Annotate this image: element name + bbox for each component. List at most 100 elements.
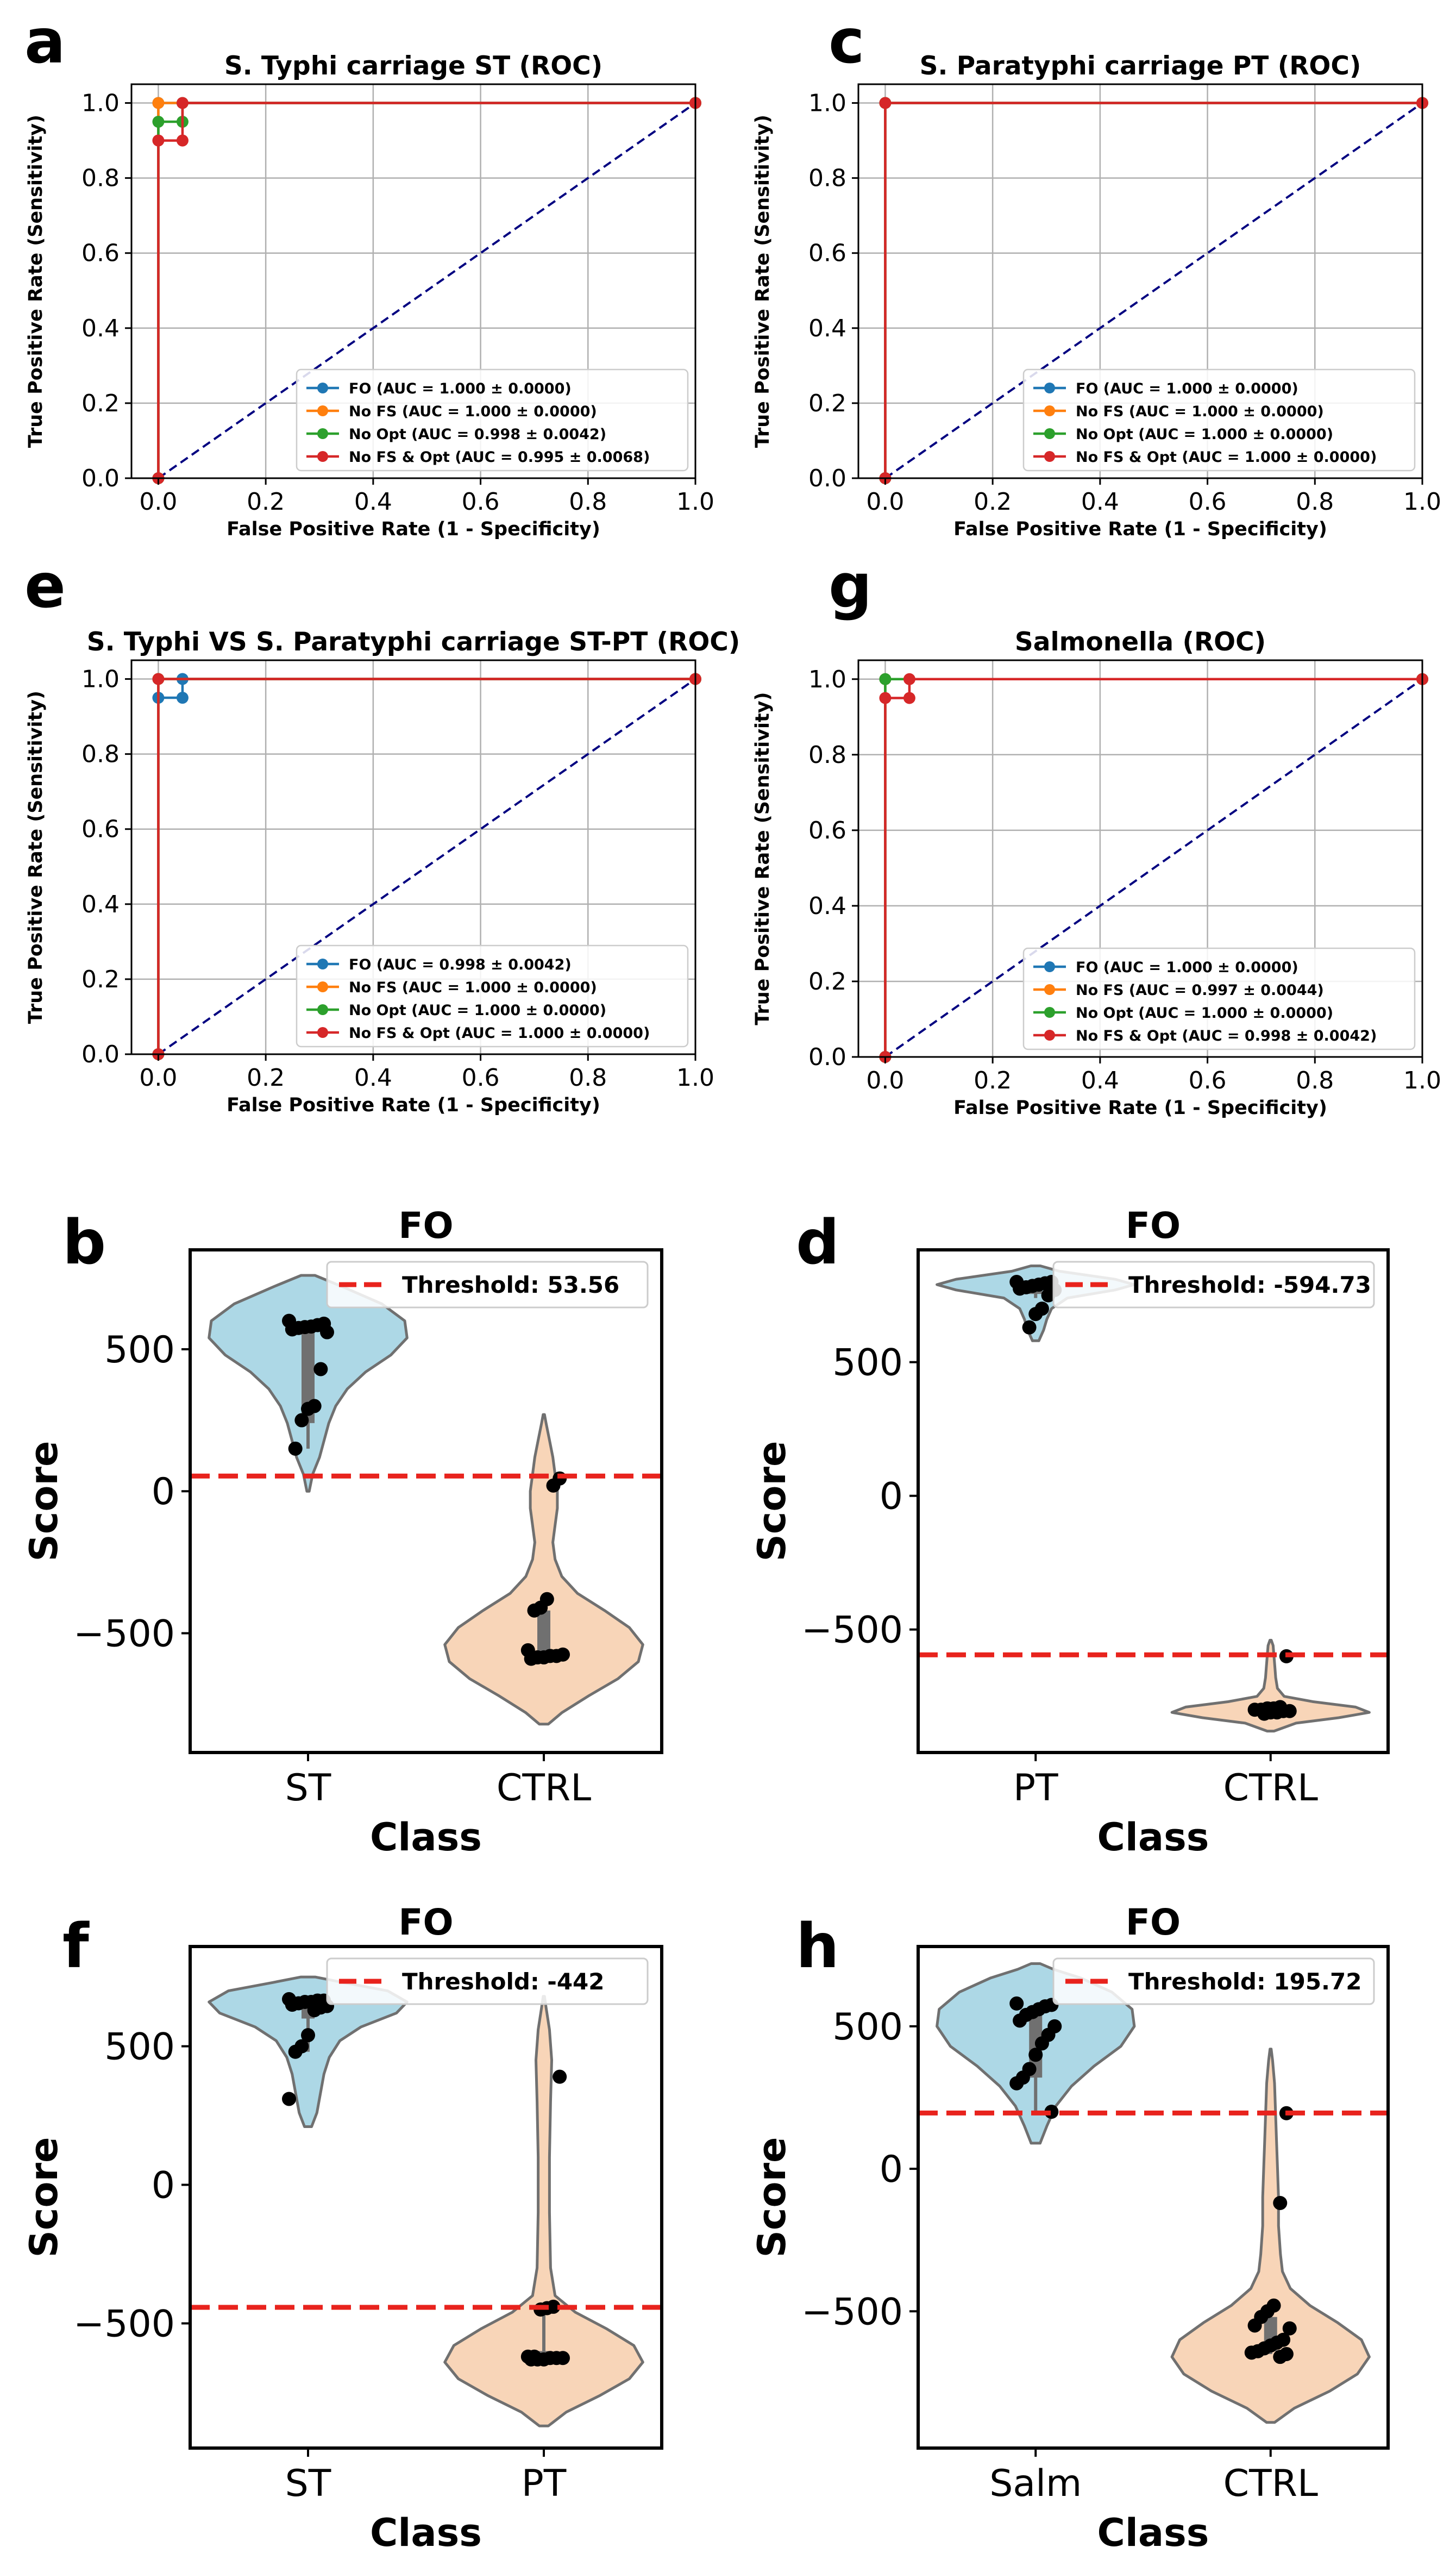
data-point: [524, 1651, 538, 1666]
legend: Threshold: -594.73: [1052, 1261, 1375, 1309]
data-point: [1028, 1307, 1043, 1322]
data-point: [1041, 1288, 1056, 1303]
y-tick-label: −500: [801, 2290, 903, 2333]
legend-entry: FO (AUC = 0.998 ± 0.0042): [349, 956, 572, 973]
axes-frame: [917, 1248, 1390, 1754]
violin-body: [1170, 2048, 1371, 2424]
chart-title: FO: [398, 1901, 453, 1943]
x-tick-label: CTRL: [1223, 2462, 1318, 2505]
legend-box: [1052, 1261, 1375, 1309]
x-tick-label: 0.6: [1189, 1067, 1227, 1094]
y-axis-label: Score: [22, 1441, 66, 1562]
data-point: [1013, 2013, 1027, 2028]
y-tick-label: −500: [73, 2303, 175, 2346]
panel-label: e: [24, 551, 66, 622]
legend-marker: [1044, 405, 1055, 416]
x-axis-label: Class: [370, 1815, 482, 1860]
y-tick-label: 0.6: [81, 816, 120, 843]
x-tick-label: 0.6: [1189, 488, 1227, 516]
chart-title: FO: [398, 1205, 453, 1247]
x-tick-label: 0.8: [569, 1064, 607, 1092]
x-tick-label: 1.0: [676, 488, 714, 516]
y-tick-label: 0.8: [81, 741, 120, 768]
legend-entry: No FS (AUC = 1.000 ± 0.0000): [1076, 403, 1324, 420]
legend-entry: FO (AUC = 1.000 ± 0.0000): [349, 380, 572, 397]
panel-label: b: [62, 1207, 106, 1278]
legend-entry: No FS & Opt (AUC = 0.998 ± 0.0042): [1076, 1028, 1377, 1044]
x-tick-label: 0.4: [354, 1064, 392, 1092]
x-tick-label: 0.6: [462, 488, 500, 516]
y-tick-label: −500: [73, 1613, 175, 1656]
y-tick-label: 0.0: [81, 465, 120, 492]
legend-entry: No Opt (AUC = 1.000 ± 0.0000): [349, 1002, 606, 1019]
x-tick-label: 0.0: [866, 1067, 904, 1094]
data-point: [294, 1413, 309, 1428]
legend-marker: [317, 959, 328, 969]
x-tick-label: Salm: [989, 2462, 1082, 2505]
legend-marker: [317, 1004, 328, 1015]
legend-marker: [1044, 451, 1055, 462]
violin-body: [208, 1975, 409, 2128]
y-tick-label: 0.8: [808, 741, 846, 769]
x-tick-label: 0.4: [1081, 488, 1119, 516]
legend-marker: [317, 1027, 328, 1038]
legend-box: [326, 1957, 649, 2005]
violin-body: [443, 1413, 644, 1726]
data-point: [282, 2092, 296, 2106]
y-tick-label: 0.2: [81, 390, 120, 417]
legend: Threshold: 53.56: [326, 1261, 649, 1309]
axes-frame: [130, 83, 696, 479]
chart-title: S. Typhi carriage ST (ROC): [224, 51, 603, 81]
data-point: [1028, 2048, 1043, 2062]
chart-title: Salmonella (ROC): [1015, 627, 1266, 657]
legend-entry: No FS (AUC = 1.000 ± 0.0000): [349, 979, 597, 996]
x-tick-label: 1.0: [1403, 488, 1441, 516]
x-axis-label: False Positive Rate (1 - Specificity): [953, 1097, 1327, 1119]
data-point: [1034, 2036, 1049, 2051]
legend-marker: [317, 981, 328, 992]
x-tick-label: 0.0: [139, 488, 177, 516]
panel-a: a S. Typhi carriage ST (ROC) 0.0 0.2 0.4 0.6 0…: [24, 7, 714, 540]
y-tick-label: 0: [880, 2148, 903, 2191]
y-tick-label: 1.0: [81, 90, 120, 117]
legend: Threshold: 195.72: [1052, 1957, 1375, 2005]
x-tick-label: 0.2: [974, 1067, 1012, 1094]
y-tick-label: 1.0: [81, 666, 120, 693]
x-tick-label: 0.0: [866, 488, 904, 516]
x-tick-label: ST: [285, 1767, 331, 1810]
legend-entry: FO (AUC = 1.000 ± 0.0000): [1076, 380, 1298, 397]
chart-title: S. Paratyphi carriage PT (ROC): [920, 51, 1361, 81]
x-tick-label: CTRL: [497, 1767, 591, 1810]
y-tick-label: 0.4: [81, 891, 120, 918]
y-tick-label: 500: [832, 2006, 903, 2049]
y-tick-label: 0.6: [81, 240, 120, 267]
y-tick-label: 0.4: [808, 892, 846, 920]
data-point: [285, 1998, 299, 2012]
roc-point: [176, 134, 189, 147]
roc-point: [176, 97, 189, 109]
x-tick-label: 0.8: [1296, 488, 1334, 516]
x-tick-label: 0.4: [1081, 1067, 1119, 1094]
chance-line: [158, 678, 696, 1055]
panel-f: f FO −500 0 500 ST PT Class Score Threshold: -442: [22, 1901, 663, 2555]
roc-point: [152, 116, 165, 128]
data-point: [1244, 2345, 1259, 2360]
y-tick-label: 0.8: [81, 165, 120, 192]
y-tick-label: 0.2: [808, 390, 846, 417]
data-point: [288, 1441, 303, 1456]
y-tick-label: 0.6: [808, 817, 846, 844]
y-tick-label: 500: [104, 1329, 175, 1372]
y-tick-label: 1.0: [808, 666, 846, 693]
legend-box: [1052, 1957, 1375, 2005]
x-axis-label: False Positive Rate (1 - Specificity): [227, 1094, 600, 1116]
chance-line: [884, 102, 1423, 479]
data-point: [524, 2352, 538, 2367]
y-tick-label: 0.8: [808, 165, 846, 192]
y-tick-label: 0.0: [808, 465, 846, 492]
x-tick-label: PT: [522, 2462, 567, 2505]
y-tick-label: 0.2: [81, 966, 120, 993]
y-tick-label: −500: [801, 1609, 903, 1652]
legend-entry: No Opt (AUC = 1.000 ± 0.0000): [1076, 426, 1333, 443]
x-tick-label: CTRL: [1223, 1767, 1318, 1810]
y-tick-label: 0: [152, 2164, 175, 2207]
